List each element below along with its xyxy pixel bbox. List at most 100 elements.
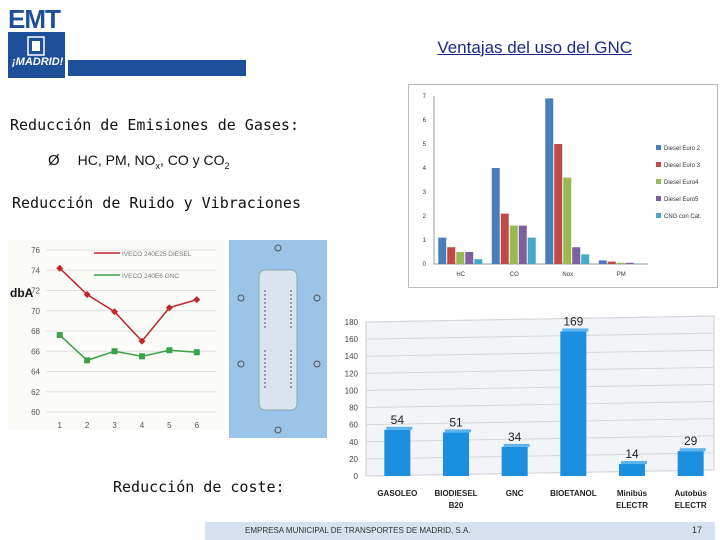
cost-gridline	[365, 418, 715, 426]
noise-x-tick: 6	[195, 421, 200, 430]
cost-y-tick: 180	[345, 318, 359, 327]
emissions-bar	[491, 168, 500, 264]
header-bar	[68, 60, 246, 76]
cost-x-tick: B20	[449, 501, 464, 510]
noise-heading: Reducción de Ruido y Vibraciones	[12, 194, 301, 212]
noise-unit-label: dbA	[10, 286, 34, 300]
cost-value-label: 54	[391, 413, 405, 427]
emissions-heading: Reducción de Emisiones de Gases:	[10, 116, 299, 134]
bullet-arrow-icon: Ø	[48, 152, 60, 169]
madrid-crest-icon	[27, 36, 45, 56]
cost-bar-top	[562, 328, 589, 332]
emissions-bar	[456, 252, 465, 264]
noise-point	[165, 304, 173, 312]
noise-x-tick: 2	[85, 421, 90, 430]
noise-point	[166, 347, 173, 354]
emissions-y-tick: 4	[423, 166, 427, 172]
emissions-bar	[438, 237, 447, 264]
cost-plot-wall	[365, 315, 715, 477]
cost-bar-top	[621, 461, 647, 465]
emissions-bar	[616, 262, 625, 264]
emissions-y-tick: 6	[423, 118, 427, 124]
emissions-bar	[607, 261, 616, 264]
noise-y-tick: 60	[31, 408, 40, 417]
noise-x-tick: 4	[140, 421, 145, 430]
emissions-bar	[500, 213, 509, 264]
noise-point	[111, 348, 118, 355]
noise-chart-panel	[8, 240, 224, 430]
emissions-x-tick: PM	[617, 272, 626, 278]
noise-legend-label: IVECO 240E6 GNC	[122, 273, 179, 280]
emissions-legend-label: Diesel Euro5	[664, 197, 699, 203]
cost-x-tick: Autobús	[674, 489, 707, 498]
emissions-chart: 0 1 2 3 4 5 6 7 HC CO Nox PM Diesel Euro 2 Diesel Eur…	[408, 84, 718, 288]
emissions-x-tick: CO	[510, 272, 519, 278]
footer-bar	[205, 522, 715, 540]
cost-gridline	[365, 366, 715, 374]
cost-bar-top	[386, 426, 413, 430]
emissions-legend-swatch	[656, 162, 661, 167]
cost-gridline	[365, 469, 715, 477]
emissions-legend-swatch	[656, 196, 661, 201]
cost-y-tick: 120	[345, 369, 359, 378]
emissions-legend-swatch	[656, 213, 661, 218]
noise-chart: 60 62 64 66 68 70 72 74 76 1 2 3 4 5 6 IVECO 240E25 DIE…	[31, 246, 216, 430]
cost-bar	[619, 464, 645, 476]
emissions-legend-label: CNG con Cat.	[664, 214, 702, 220]
cost-bar-top	[445, 429, 471, 433]
emissions-bullet: Ø HC, PM, NOx, CO y CO2	[48, 152, 230, 171]
emissions-bar	[509, 225, 518, 264]
cost-y-tick: 140	[345, 352, 359, 361]
noise-series-line	[59, 334, 197, 362]
bullet-text-a: HC, PM, NO	[77, 152, 156, 168]
cost-gridline	[365, 401, 715, 409]
emt-logo-text: EMT	[8, 4, 61, 34]
emissions-y-tick: 7	[423, 94, 427, 100]
emissions-y-tick: 3	[423, 190, 427, 196]
cost-y-tick: 20	[349, 455, 358, 464]
emissions-y-tick: 0	[423, 262, 427, 268]
emissions-bar	[563, 177, 572, 264]
emissions-y-tick: 1	[423, 238, 427, 244]
emissions-bar	[527, 237, 536, 264]
emissions-bar	[447, 247, 456, 264]
bus-vibration-icon	[237, 244, 321, 434]
cost-gridline	[365, 452, 715, 460]
cost-value-label: 29	[684, 434, 698, 448]
noise-y-tick: 64	[31, 368, 40, 377]
cost-x-tick: BIOETANOL	[550, 489, 597, 498]
emissions-bar	[572, 247, 581, 264]
cost-x-tick: GASOLEO	[377, 489, 417, 498]
emissions-legend-swatch	[656, 145, 661, 150]
cost-value-label: 14	[625, 447, 639, 461]
emissions-bar	[598, 260, 607, 264]
emissions-legend-label: Diesel Euro4	[664, 180, 699, 186]
madrid-logo-box	[8, 32, 65, 78]
noise-point	[84, 357, 91, 364]
noise-point	[56, 264, 64, 272]
cost-gridline	[365, 435, 715, 443]
noise-x-tick: 1	[57, 421, 62, 430]
emissions-legend-label: Diesel Euro 2	[664, 146, 701, 152]
cost-bar	[677, 451, 704, 476]
cost-heading: Reducción de coste:	[113, 478, 285, 496]
noise-y-tick: 70	[31, 307, 40, 316]
cost-gridline	[365, 315, 715, 323]
emissions-bar	[518, 225, 527, 264]
footer-company: EMPRESA MUNICIPAL DE TRANSPORTES DE MADR…	[245, 526, 471, 535]
noise-legend-label: IVECO 240E25 DIESEL	[122, 251, 192, 258]
cost-bar	[560, 331, 587, 476]
cost-chart: 0 20 40 60 80 100 120 140 160 180 54 GASOLEO 51 BIODI…	[345, 314, 715, 510]
bullet-sub-2: 2	[224, 160, 230, 171]
noise-point	[83, 291, 91, 299]
cost-gridline	[365, 349, 715, 357]
cost-x-tick: ELECTR	[675, 501, 707, 510]
emissions-bar	[625, 262, 634, 264]
noise-point	[138, 353, 145, 360]
emissions-y-tick: 5	[423, 142, 427, 148]
cost-x-tick: ELECTR	[616, 501, 648, 510]
cost-value-label: 51	[449, 415, 463, 429]
emissions-bar	[465, 252, 474, 264]
noise-y-tick: 76	[31, 246, 40, 255]
noise-y-tick: 62	[31, 388, 40, 397]
